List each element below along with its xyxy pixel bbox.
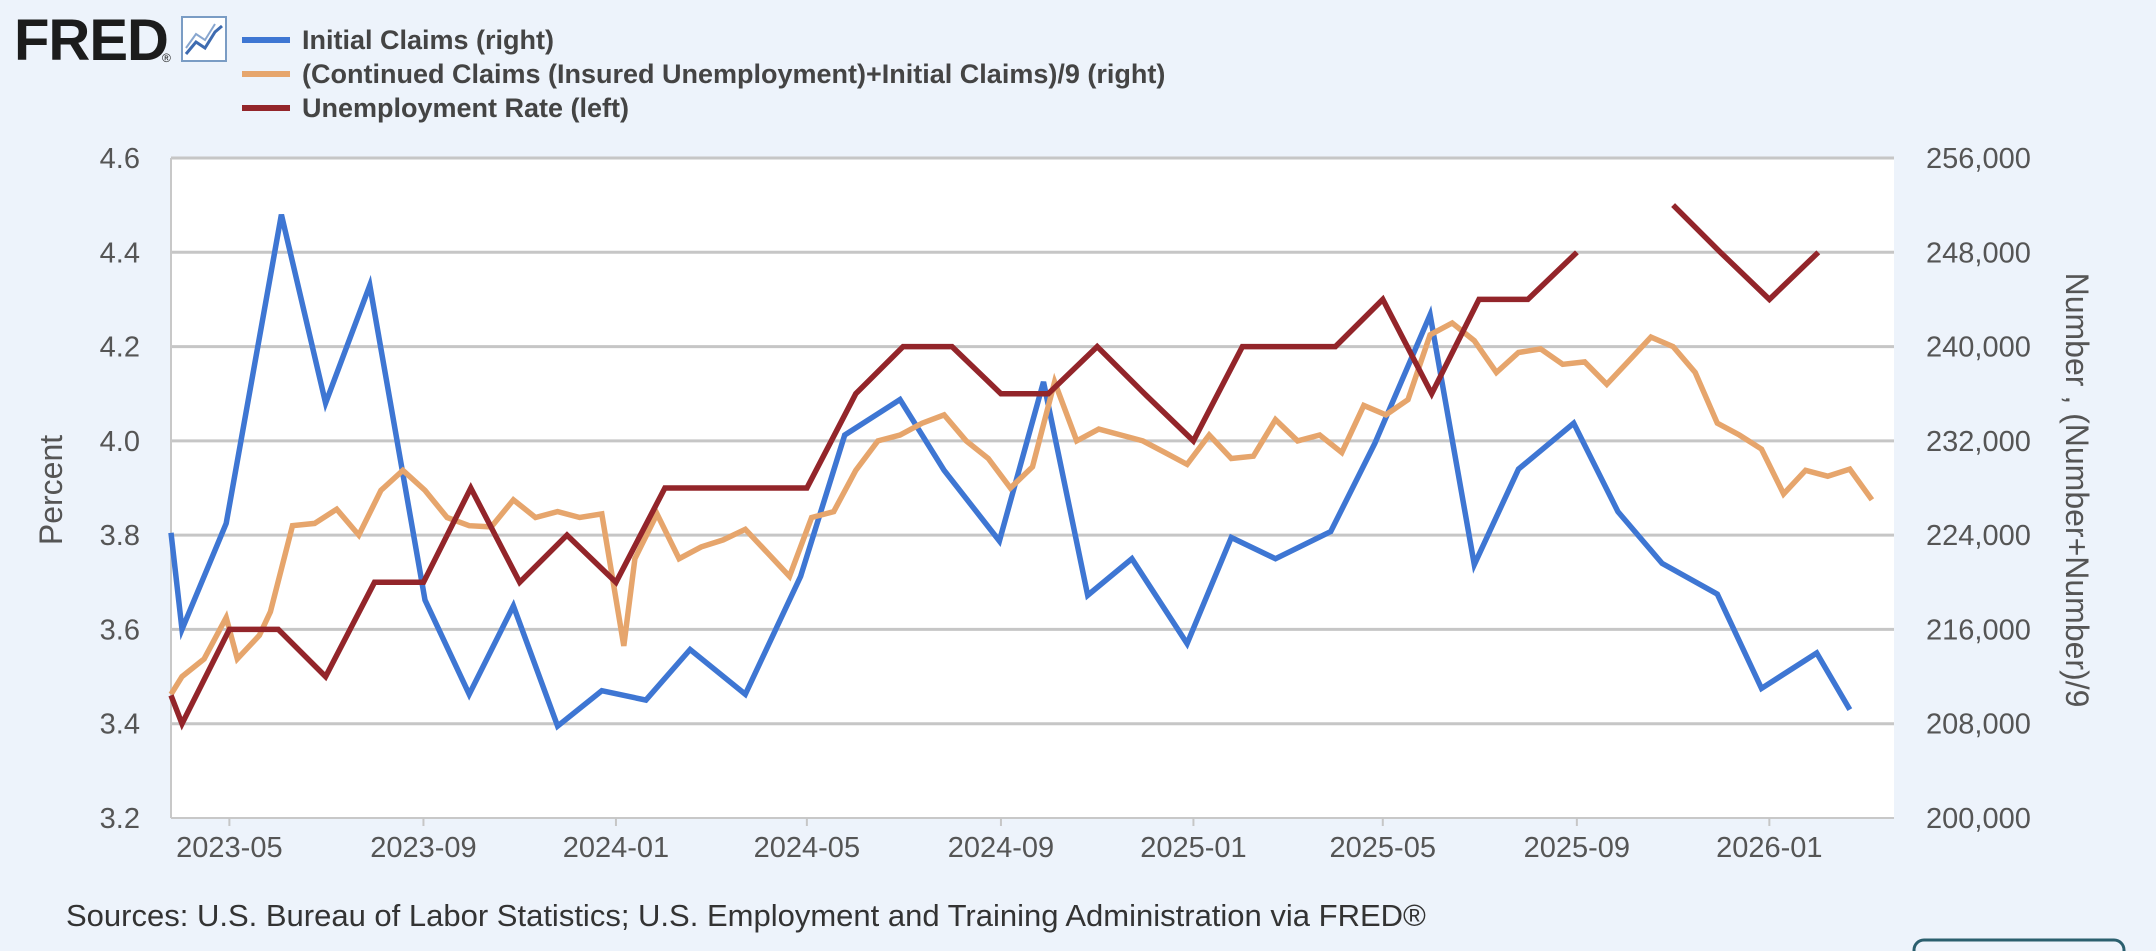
left-tick-label: 4.2 [100, 332, 140, 364]
legend-label-unemployment-rate: Unemployment Rate (left) [302, 93, 629, 123]
legend-entry-initial-claims[interactable]: Initial Claims (right) [242, 25, 554, 55]
left-tick-label: 3.6 [100, 614, 140, 646]
right-tick-label: 232,000 [1926, 426, 2031, 458]
fred-logo[interactable]: FRED ® [14, 8, 171, 73]
left-tick-label: 4.6 [100, 143, 140, 175]
x-tick-label: 2025-05 [1330, 832, 1436, 864]
left-tick-label: 4.0 [100, 426, 140, 458]
left-tick-label: 3.2 [100, 803, 140, 835]
x-tick-label: 2026-01 [1716, 832, 1822, 864]
footer-button[interactable] [1912, 938, 2126, 951]
x-tick-label: 2025-01 [1140, 832, 1246, 864]
gridlines [171, 156, 1894, 726]
x-tick-label: 2024-09 [948, 832, 1054, 864]
series-line-unemployment-rate[interactable] [1671, 203, 1821, 304]
right-axis-ticks: 200,000 208,000 216,000 224,000 232,000 240,0… [1926, 143, 2031, 835]
left-tick-label: 4.4 [100, 237, 140, 269]
left-tick-label: 3.4 [100, 709, 140, 741]
plot-area [171, 158, 1894, 818]
left-axis-title: Percent [33, 435, 69, 545]
series-line-initial-claims[interactable] [168, 213, 1853, 731]
right-tick-label: 240,000 [1926, 332, 2031, 364]
right-tick-label: 256,000 [1926, 143, 2031, 175]
legend-entry-unemployment-rate[interactable]: Unemployment Rate (left) [242, 93, 629, 123]
series-line-unemployment-rate[interactable] [168, 250, 1579, 731]
right-axis-title: Number , (Number+Number)/9 [2059, 273, 2095, 708]
x-tick-label: 2023-05 [176, 832, 282, 864]
x-tick-label: 2024-05 [754, 832, 860, 864]
left-tick-label: 3.8 [100, 520, 140, 552]
legend-entry-continued-claims[interactable]: (Continued Claims (Insured Unemployment)… [242, 59, 1165, 89]
x-tick-label: 2024-01 [563, 832, 669, 864]
x-tick-label: 2023-09 [370, 832, 476, 864]
x-axis-ticks: 2023-05 2023-09 2024-01 2024-05 2024-09 2025-… [176, 818, 1823, 864]
right-tick-label: 224,000 [1926, 520, 2031, 552]
fred-logo-text: FRED [14, 8, 168, 73]
right-tick-label: 208,000 [1926, 709, 2031, 741]
legend-label-initial-claims: Initial Claims (right) [302, 25, 554, 55]
x-tick-label: 2025-09 [1524, 832, 1630, 864]
fred-logo-mark: ® [162, 51, 171, 65]
sources-note: Sources: U.S. Bureau of Labor Statistics… [66, 898, 1426, 933]
right-tick-label: 248,000 [1926, 237, 2031, 269]
left-axis-ticks: 3.2 3.4 3.6 3.8 4.0 4.2 4.4 4.6 [100, 143, 140, 835]
legend: Initial Claims (right) (Continued Claims… [242, 25, 1165, 123]
series-layer [168, 203, 1875, 731]
chart-line-icon [181, 16, 227, 62]
right-tick-label: 200,000 [1926, 803, 2031, 835]
right-tick-label: 216,000 [1926, 614, 2031, 646]
legend-label-continued-claims: (Continued Claims (Insured Unemployment)… [302, 59, 1165, 89]
series-line-continued-claims[interactable] [168, 319, 1875, 696]
